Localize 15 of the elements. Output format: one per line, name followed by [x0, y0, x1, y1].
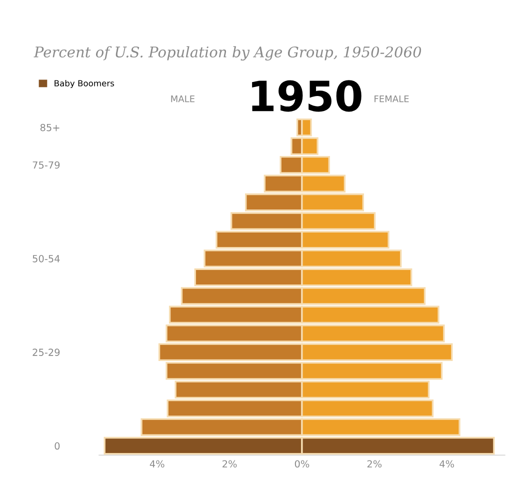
x-tick-label: 4% [150, 460, 164, 468]
chart-title: Percent of U.S. Population by Age Group, 1950-2060 [34, 46, 422, 61]
y-tick-label: 75-79 [32, 161, 60, 169]
legend-label: Baby Boomers [54, 80, 114, 88]
chart-subtitle: 1950 [252, 80, 362, 112]
y-tick-label: 50-54 [32, 254, 60, 262]
text: FEMALE [374, 96, 409, 102]
x-tick-label: 2% [367, 460, 382, 468]
y-tick-label: 85+ [40, 124, 60, 132]
x-tick-label: 0% [294, 460, 310, 468]
y-tick-label: 25-29 [32, 348, 60, 356]
x-tick-label: 2% [222, 460, 237, 468]
y-tick-label: 0 [54, 442, 60, 450]
x-tick-label: 4% [440, 460, 454, 468]
text: MALE [171, 96, 194, 102]
